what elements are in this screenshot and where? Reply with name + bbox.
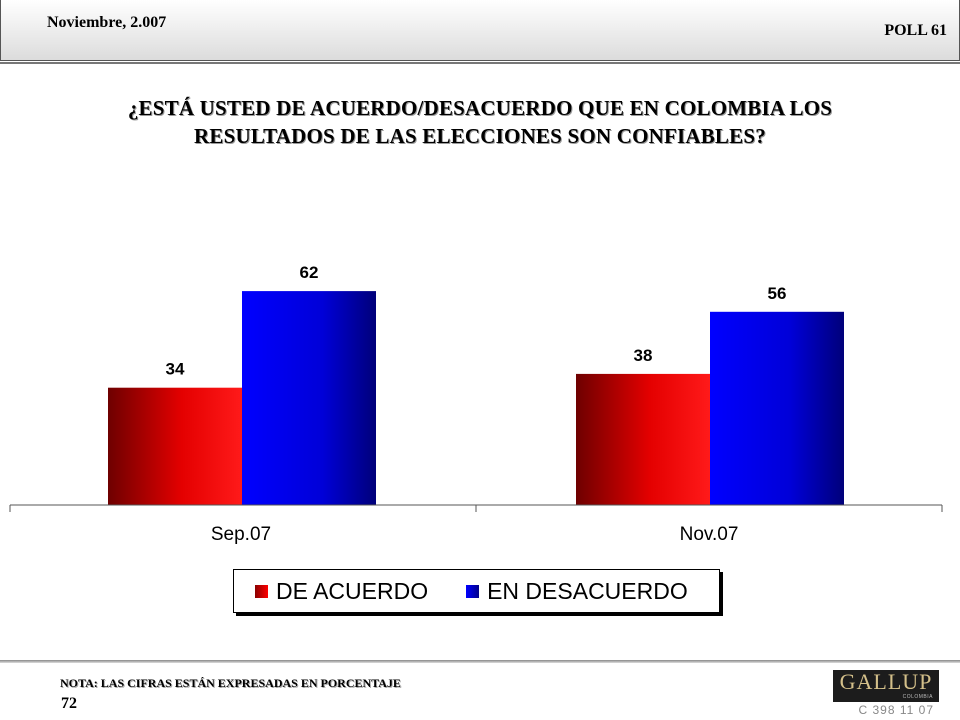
header-divider: [0, 62, 960, 64]
chart-title-line-1: ¿ESTÁ USTED DE ACUERDO/DESACUERDO QUE EN…: [127, 96, 833, 120]
legend-swatch-blue: [466, 584, 480, 598]
data-label-en-desacuerdo-nov07: 56: [768, 284, 787, 303]
bar-de-acuerdo-nov07: [576, 373, 710, 505]
chart-title: ¿ESTÁ USTED DE ACUERDO/DESACUERDO QUE EN…: [20, 94, 940, 150]
data-label-en-desacuerdo-sep07: 62: [300, 263, 319, 282]
chart-title-line-2: RESULTADOS DE LAS ELECCIONES SON CONFIAB…: [194, 124, 766, 148]
logo-subtext: COLOMBIA: [902, 694, 933, 700]
bar-chart: 34 62 38 56 Sep.07 Nov.07: [9, 263, 943, 545]
data-label-de-acuerdo-nov07: 38: [634, 346, 653, 365]
bar-en-desacuerdo-sep07: [242, 291, 376, 505]
legend-item-de-acuerdo: DE ACUERDO: [255, 578, 428, 605]
legend-label-en-desacuerdo: EN DESACUERDO: [487, 577, 688, 604]
legend-label-de-acuerdo: DE ACUERDO: [276, 577, 429, 604]
poll-label: POLL 61: [884, 22, 947, 39]
footer-divider: [0, 660, 960, 663]
x-tick-label-nov07: Nov.07: [680, 524, 739, 545]
header-date: Noviembre, 2.007: [47, 14, 167, 31]
bar-en-desacuerdo-nov07: [710, 311, 844, 505]
chart-legend: DE ACUERDO EN DESACUERDO: [233, 569, 720, 613]
footnote: NOTA: LAS CIFRAS ESTÁN EXPRESADAS EN POR…: [60, 676, 401, 690]
document-code: C 398 11 07: [858, 703, 934, 717]
header-bar: Noviembre, 2.007 POLL 61: [0, 0, 960, 61]
legend-item-en-desacuerdo: EN DESACUERDO: [466, 578, 688, 605]
data-label-de-acuerdo-sep07: 34: [166, 360, 185, 379]
logo-text: GALLUP: [839, 669, 933, 694]
x-tick-label-sep07: Sep.07: [211, 524, 271, 545]
page-number: 72: [61, 695, 77, 712]
legend-swatch-red: [255, 584, 268, 598]
bar-de-acuerdo-sep07: [108, 387, 242, 505]
gallup-logo: GALLUP COLOMBIA: [833, 670, 939, 702]
